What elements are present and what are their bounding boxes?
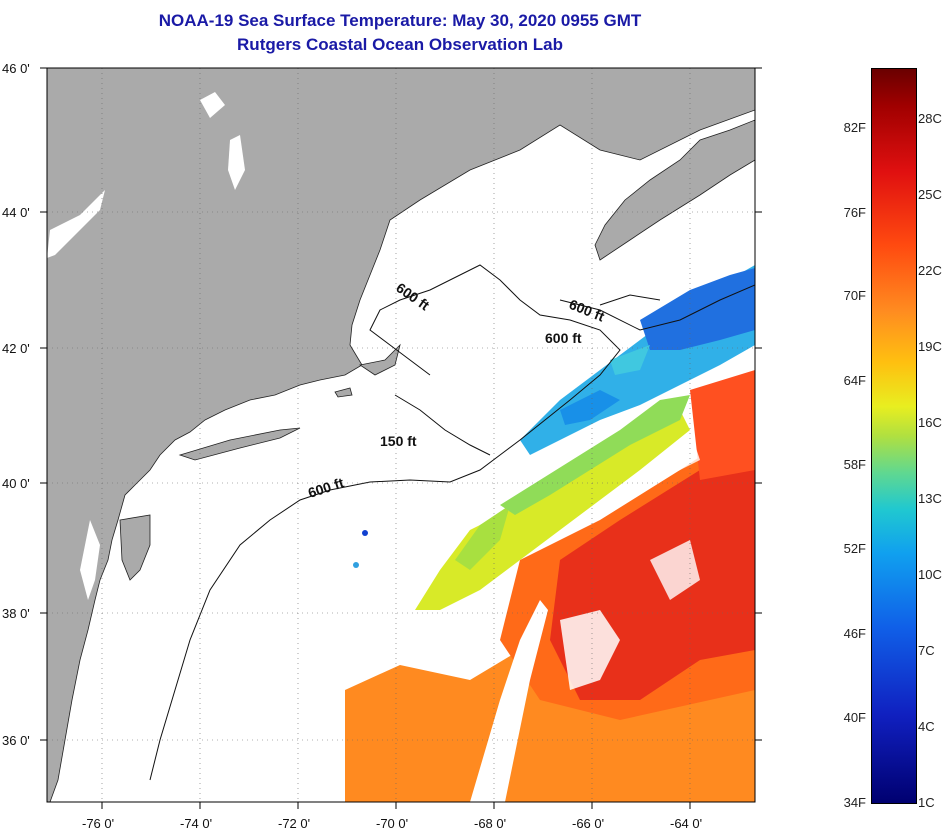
colorbar-c-label: 7C bbox=[918, 643, 935, 658]
colorbar-c-label: 4C bbox=[918, 719, 935, 734]
lon-label: -72 0' bbox=[278, 816, 310, 831]
contour-label: 600 ft bbox=[545, 330, 582, 346]
map-frame bbox=[46, 67, 756, 803]
colorbar-f-label: 40F bbox=[843, 710, 866, 725]
map-title: NOAA-19 Sea Surface Temperature: May 30,… bbox=[158, 11, 642, 30]
sst-data-layer bbox=[345, 265, 755, 802]
lat-label: 46 0' bbox=[2, 61, 30, 76]
colorbar-f-label: 70F bbox=[843, 288, 866, 303]
colorbar-f-label: 34F bbox=[843, 795, 866, 810]
lat-label: 38 0' bbox=[2, 606, 30, 621]
colorbar-c-label: 19C bbox=[918, 339, 942, 354]
lon-label: -70 0' bbox=[376, 816, 408, 831]
colorbar-c-label: 13C bbox=[918, 491, 942, 506]
lat-label: 42 0' bbox=[2, 341, 30, 356]
colorbar-c-label: 16C bbox=[918, 415, 942, 430]
bathymetry-contours bbox=[149, 264, 755, 781]
colorbar-c-label: 28C bbox=[918, 111, 942, 126]
lat-label: 36 0' bbox=[2, 733, 30, 748]
colorbar-c-label: 22C bbox=[918, 263, 942, 278]
graticule bbox=[47, 68, 755, 802]
colorbar-f-label: 52F bbox=[843, 541, 866, 556]
lat-label: 40 0' bbox=[2, 476, 30, 491]
contour-label: 150 ft bbox=[380, 433, 417, 449]
colorbar-c-label: 1C bbox=[918, 795, 935, 810]
lat-label: 44 0' bbox=[2, 205, 30, 220]
colorbar-f-label: 46F bbox=[843, 626, 866, 641]
colorbar-f-label: 76F bbox=[843, 205, 866, 220]
lon-label: -74 0' bbox=[180, 816, 212, 831]
temperature-colorbar bbox=[871, 68, 917, 804]
lon-label: -66 0' bbox=[572, 816, 604, 831]
colorbar-f-label: 82F bbox=[843, 120, 866, 135]
map-subtitle: Rutgers Coastal Ocean Observation Lab bbox=[237, 35, 563, 54]
colorbar-c-label: 25C bbox=[918, 187, 942, 202]
colorbar-f-label: 64F bbox=[843, 373, 866, 388]
colorbar-c-label: 10C bbox=[918, 567, 942, 582]
land-layer bbox=[47, 68, 755, 802]
lon-label: -64 0' bbox=[670, 816, 702, 831]
axis-ticks bbox=[40, 67, 762, 809]
lon-label: -68 0' bbox=[474, 816, 506, 831]
lon-label: -76 0' bbox=[82, 816, 114, 831]
colorbar-f-label: 58F bbox=[843, 457, 866, 472]
